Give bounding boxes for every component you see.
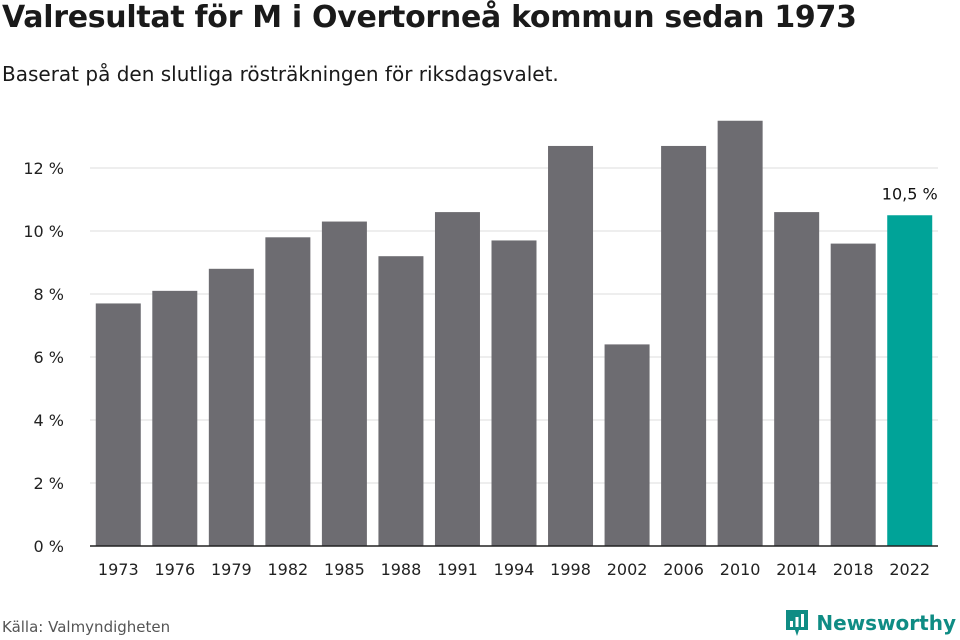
x-tick-label: 1973: [98, 560, 139, 579]
x-tick-label: 2006: [663, 560, 704, 579]
bar-2018: [830, 243, 876, 546]
bar-2002: [604, 344, 650, 546]
bar-2010: [717, 120, 763, 546]
x-tick-label: 1979: [211, 560, 252, 579]
newsworthy-logo-icon: [786, 610, 809, 636]
bar-1979: [208, 268, 254, 546]
x-tick-label: 1985: [324, 560, 365, 579]
x-tick-label: 1988: [381, 560, 422, 579]
x-tick-label: 2010: [720, 560, 761, 579]
x-tick-label: 2014: [776, 560, 817, 579]
bar-1982: [265, 237, 311, 547]
bar-2006: [661, 145, 707, 546]
bar-2014: [774, 212, 820, 546]
x-tick-label: 1998: [550, 560, 591, 579]
y-tick-label: 12 %: [23, 159, 64, 178]
brand-name: Newsworthy: [816, 611, 956, 635]
bars: [95, 120, 933, 547]
x-tick-label: 1994: [494, 560, 535, 579]
x-tick-label: 2022: [889, 560, 930, 579]
bar-1988: [378, 256, 424, 546]
x-tick-label: 1982: [268, 560, 309, 579]
chart-subtitle: Baserat på den slutliga rösträkningen fö…: [2, 62, 559, 86]
y-tick-label: 8 %: [34, 285, 64, 304]
x-tick-label: 1991: [437, 560, 478, 579]
y-tick-label: 6 %: [34, 348, 64, 367]
bar-1973: [95, 303, 141, 546]
x-tick-label: 2018: [833, 560, 874, 579]
bar-chart: 0 % 2 % 4 % 6 % 8 % 10 % 12 % 1973 1976 1979 1982 1…: [23, 120, 938, 579]
bar-1991: [434, 212, 480, 546]
brand-logo[interactable]: Newsworthy: [784, 608, 956, 638]
y-tick-label: 10 %: [23, 222, 64, 241]
bar-1998: [548, 145, 594, 546]
bar-1976: [152, 290, 198, 546]
source-note: Källa: Valmyndigheten: [2, 618, 171, 636]
y-tick-label: 0 %: [34, 537, 64, 556]
bar-2022: [887, 215, 933, 546]
data-label: 10,5 %: [882, 184, 938, 203]
y-tick-label: 4 %: [34, 411, 64, 430]
labels: 0 % 2 % 4 % 6 % 8 % 10 % 12 % 1973 1976 1979 1982 1…: [23, 159, 937, 579]
x-tick-label: 2002: [607, 560, 648, 579]
bar-1985: [321, 221, 367, 547]
x-tick-label: 1976: [154, 560, 195, 579]
bar-1994: [491, 240, 537, 546]
chart-title: Valresultat för M i Overtorneå kommun se…: [2, 0, 857, 35]
y-tick-label: 2 %: [34, 474, 64, 493]
